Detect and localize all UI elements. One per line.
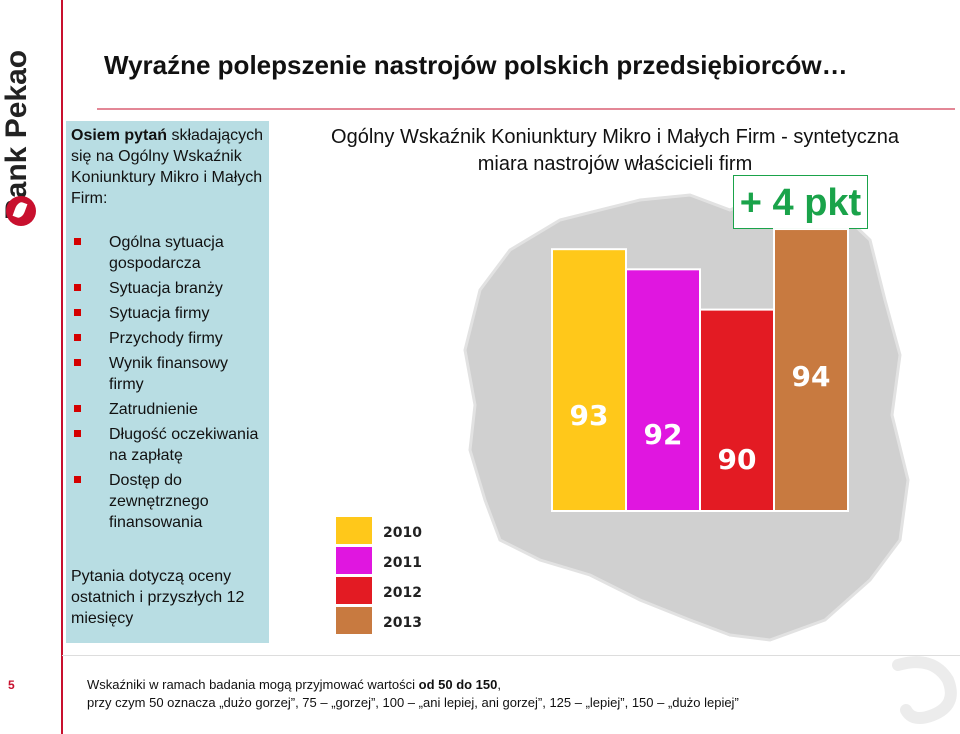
questions-heading-rest: składających się na Ogólny Wskaźnik Koni… <box>71 127 264 207</box>
scale-note: Wskaźniki w ramach badania mogą przyjmow… <box>87 676 739 712</box>
legend-label-2011: 2011 <box>383 555 422 571</box>
data-label-2013: 94 <box>792 360 831 393</box>
bar-2010 <box>551 248 627 512</box>
bullet-icon <box>74 476 81 483</box>
footer-divider <box>62 655 960 656</box>
list-item: Sytuacja branży <box>72 278 267 299</box>
bullet-icon <box>74 359 81 366</box>
legend-swatch-2011 <box>336 547 372 574</box>
list-item: Sytuacja firmy <box>72 303 267 324</box>
data-label-2010: 93 <box>570 399 609 432</box>
bullet-icon <box>74 309 81 316</box>
bar-2013 <box>773 228 849 512</box>
bank-logo-icon <box>6 196 36 226</box>
bar-2011 <box>625 268 701 512</box>
list-item-text: Sytuacja firmy <box>109 305 210 322</box>
legend-swatch-2012 <box>336 577 372 604</box>
legend-label-2010: 2010 <box>383 525 422 541</box>
legend-swatch-2010 <box>336 517 372 544</box>
questions-heading-bold: Osiem pytań <box>71 127 168 144</box>
questions-heading: Osiem pytań składających się na Ogólny W… <box>71 125 266 209</box>
chart-title: Ogólny Wskaźnik Koniunktury Mikro i Mały… <box>331 126 899 175</box>
list-item: Długość oczekiwania na zapłatę <box>72 424 267 466</box>
questions-list: Ogólna sytuacja gospodarcza Sytuacja bra… <box>72 232 267 537</box>
bullet-icon <box>74 238 81 245</box>
bullet-icon <box>74 430 81 437</box>
questions-footer: Pytania dotyczą oceny ostatnich i przysz… <box>71 568 245 627</box>
brand-sidebar: Bank Pekao <box>0 0 62 734</box>
list-item-text: Przychody firmy <box>109 330 223 347</box>
scale-note-prefix: Wskaźniki w ramach badania mogą przyjmow… <box>87 677 419 692</box>
list-item-text: Sytuacja branży <box>109 280 223 297</box>
title-divider <box>97 108 955 110</box>
list-item: Dostęp do zewnętrznego finansowania <box>72 470 267 533</box>
list-item: Ogólna sytuacja gospodarcza <box>72 232 267 274</box>
scale-note-suffix: , <box>497 677 501 692</box>
scale-note-line2: przy czym 50 oznacza „dużo gorzej”, 75 –… <box>87 695 739 710</box>
questions-panel: Osiem pytań składających się na Ogólny W… <box>66 121 269 643</box>
list-item-text: Dostęp do zewnętrznego finansowania <box>109 472 209 531</box>
list-item-text: Wynik finansowy firmy <box>109 355 229 393</box>
decorative-swirl-path <box>892 656 957 725</box>
data-label-2012: 90 <box>718 443 757 476</box>
list-item: Zatrudnienie <box>72 399 267 420</box>
list-item-text: Długość oczekiwania na zapłatę <box>109 426 259 464</box>
legend-label-2013: 2013 <box>383 615 422 631</box>
sidebar-divider <box>61 0 63 734</box>
scale-note-range: od 50 do 150 <box>418 677 498 692</box>
bar-2012 <box>699 308 775 512</box>
page-number: 5 <box>8 678 15 692</box>
change-badge-text: + 4 pkt <box>739 182 862 224</box>
slide-title: Wyraźne polepszenie nastrojów polskich p… <box>104 50 848 80</box>
decorative-swirl-icon <box>892 656 957 725</box>
bullet-icon <box>74 284 81 291</box>
bullet-icon <box>74 405 81 412</box>
list-item: Wynik finansowy firmy <box>72 353 267 395</box>
data-label-2011: 92 <box>644 418 683 451</box>
list-item-text: Zatrudnienie <box>109 401 198 418</box>
list-item-text: Ogólna sytuacja gospodarcza <box>109 234 224 272</box>
bullet-icon <box>74 334 81 341</box>
legend-swatch-2013 <box>336 607 372 634</box>
list-item: Przychody firmy <box>72 328 267 349</box>
legend-label-2012: 2012 <box>383 585 422 601</box>
